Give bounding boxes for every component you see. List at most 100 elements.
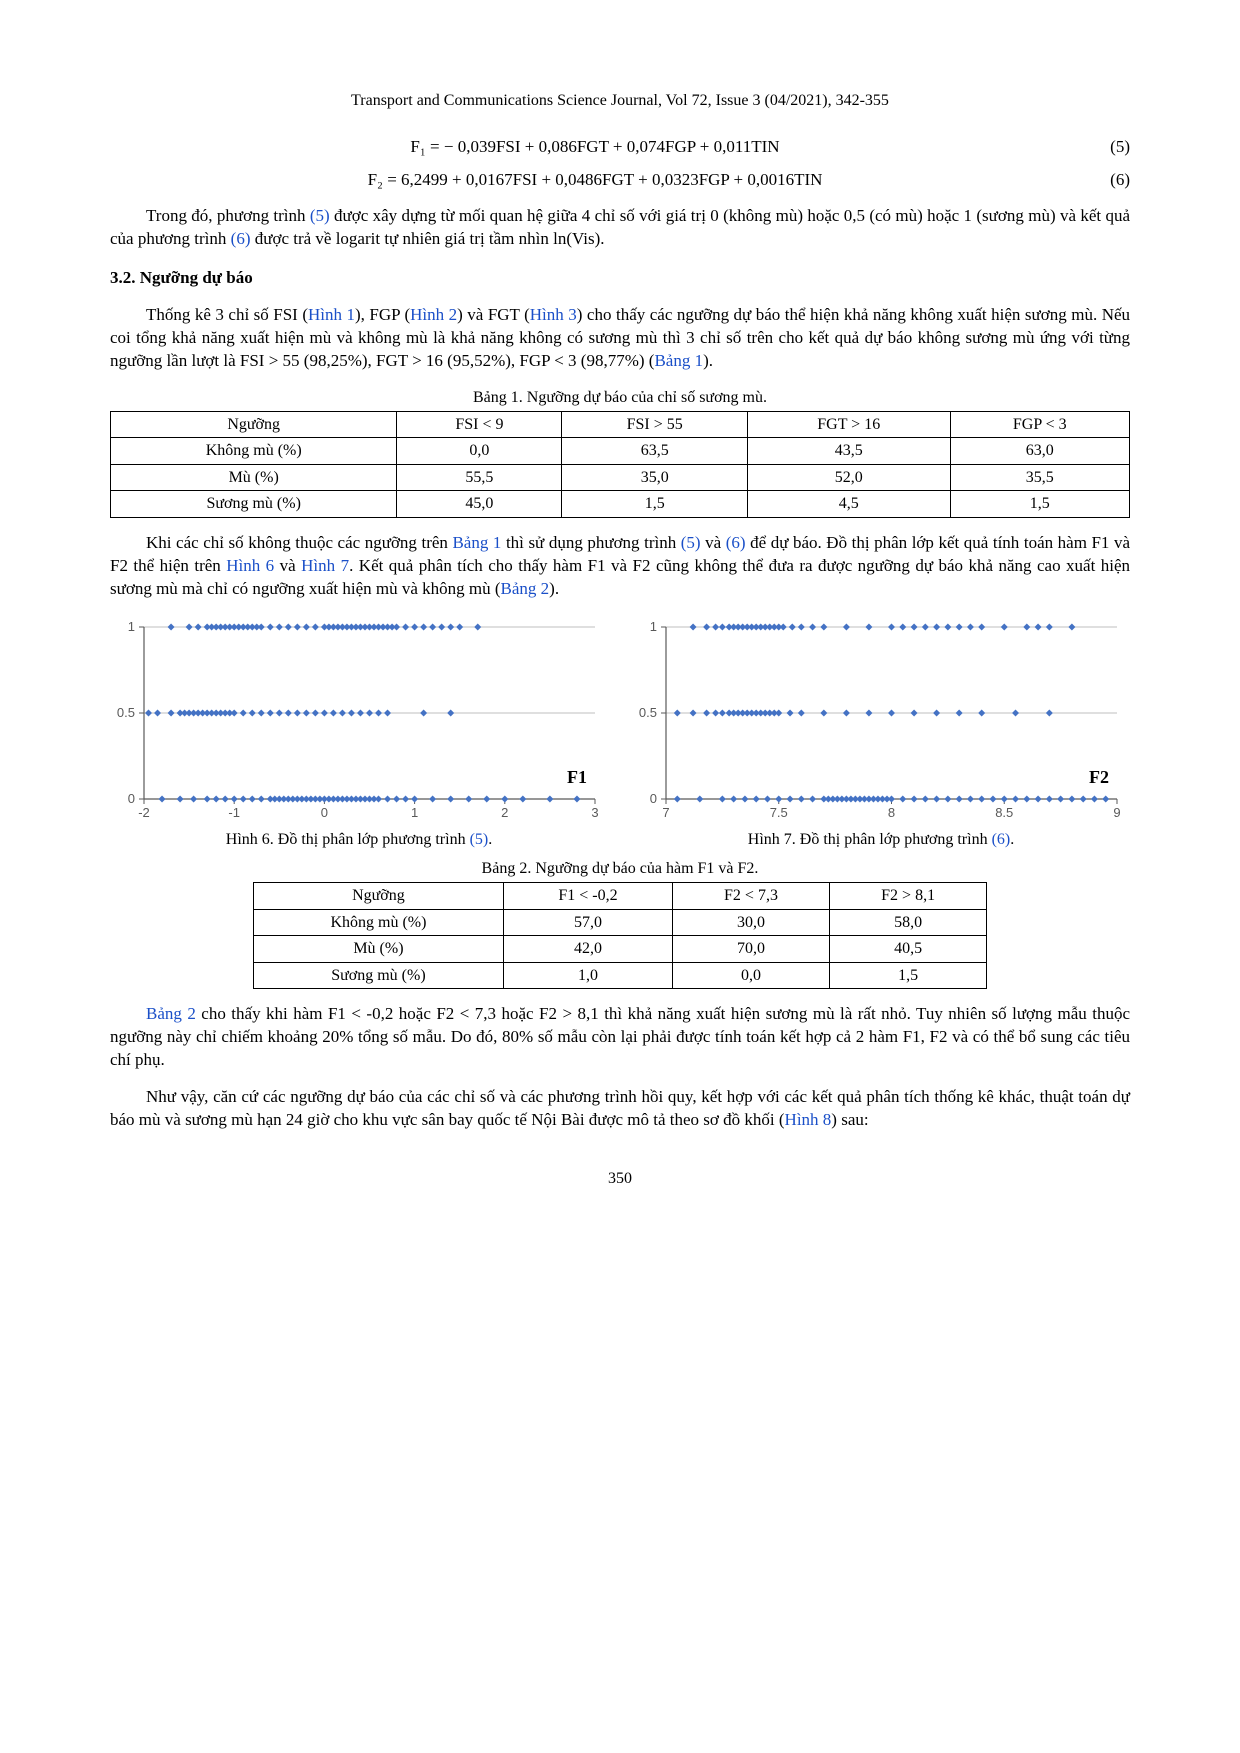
table-cell: 63,0 [950, 438, 1129, 465]
table-row: Sương mù (%) 1,0 0,0 1,5 [253, 962, 986, 989]
table-cell: 40,5 [830, 936, 987, 963]
table-cell: FGT > 16 [747, 411, 950, 438]
equation-5: F₁ = − 0,039FSI + 0,086FGT + 0,074FGP + … [110, 136, 1130, 159]
table-row: Ngưỡng F1 < -0,2 F2 < 7,3 F2 > 8,1 [253, 883, 986, 910]
table1: Ngưỡng FSI < 9 FSI > 55 FGT > 16 FGP < 3… [110, 411, 1130, 518]
chart-f1-svg: -2 -1 0 1 2 3 0 0.5 1 F1 [110, 615, 605, 825]
table-cell: 35,5 [950, 464, 1129, 491]
chart-f2-caption: Hình 7. Đồ thị phân lớp phương trình (6)… [632, 829, 1130, 851]
table-row: Ngưỡng FSI < 9 FSI > 55 FGT > 16 FGP < 3 [111, 411, 1130, 438]
svg-text:9: 9 [1113, 805, 1120, 820]
table-row: Mù (%) 42,0 70,0 40,5 [253, 936, 986, 963]
ref-table1b[interactable]: Bảng 1 [452, 533, 501, 552]
equation-6-number: (6) [1080, 169, 1130, 192]
table-cell: 0,0 [672, 962, 829, 989]
table-cell: Không mù (%) [253, 909, 503, 936]
journal-header: Transport and Communications Science Jou… [110, 90, 1130, 112]
svg-text:7: 7 [662, 805, 669, 820]
ref-eq6b[interactable]: (6) [726, 533, 746, 552]
paragraph-4: Bảng 2 cho thấy khi hàm F1 < -0,2 hoặc F… [110, 1003, 1130, 1072]
table-row: Không mù (%) 57,0 30,0 58,0 [253, 909, 986, 936]
charts-row: -2 -1 0 1 2 3 0 0.5 1 F1 Hình 6. Đồ thị phân lớp … [110, 615, 1130, 851]
equation-6: F₂ = 6,2499 + 0,0167FSI + 0,0486FGT + 0,… [110, 169, 1130, 192]
svg-text:-1: -1 [228, 805, 240, 820]
table-cell: 1,5 [830, 962, 987, 989]
table-cell: 45,0 [397, 491, 562, 518]
paragraph-5: Như vậy, căn cứ các ngưỡng dự báo của cá… [110, 1086, 1130, 1132]
table-cell: Ngưỡng [111, 411, 397, 438]
table-cell: FSI < 9 [397, 411, 562, 438]
ref-eq5b[interactable]: (5) [681, 533, 701, 552]
ref-fig8[interactable]: Hình 8 [785, 1110, 832, 1129]
svg-text:1: 1 [411, 805, 418, 820]
table-cell: 58,0 [830, 909, 987, 936]
table-cell: Mù (%) [111, 464, 397, 491]
table-cell: 57,0 [504, 909, 673, 936]
table-cell: 70,0 [672, 936, 829, 963]
table-row: Sương mù (%) 45,0 1,5 4,5 1,5 [111, 491, 1130, 518]
table-cell: 1,0 [504, 962, 673, 989]
paragraph-1: Trong đó, phương trình (5) được xây dựng… [110, 205, 1130, 251]
ref-table2[interactable]: Bảng 2 [501, 579, 550, 598]
chart-f1-caption: Hình 6. Đồ thị phân lớp phương trình (5)… [110, 829, 608, 851]
table-cell: Mù (%) [253, 936, 503, 963]
ref-table1[interactable]: Bảng 1 [654, 351, 703, 370]
table-cell: 1,5 [562, 491, 747, 518]
paragraph-2: Thống kê 3 chỉ số FSI (Hình 1), FGP (Hìn… [110, 304, 1130, 373]
equation-5-number: (5) [1080, 136, 1130, 159]
table-row: Không mù (%) 0,0 63,5 43,5 63,0 [111, 438, 1130, 465]
chart-f2-svg: 7 7.5 8 8.5 9 0 0.5 1 F2 [632, 615, 1127, 825]
svg-text:0.5: 0.5 [117, 705, 135, 720]
table-cell: F1 < -0,2 [504, 883, 673, 910]
svg-text:8.5: 8.5 [995, 805, 1013, 820]
equation-5-formula: F₁ = − 0,039FSI + 0,086FGT + 0,074FGP + … [110, 136, 1080, 159]
table-cell: 30,0 [672, 909, 829, 936]
ref-table2b[interactable]: Bảng 2 [146, 1004, 196, 1023]
svg-text:2: 2 [501, 805, 508, 820]
ref-fig1[interactable]: Hình 1 [308, 305, 355, 324]
table-cell: 42,0 [504, 936, 673, 963]
table-cell: Không mù (%) [111, 438, 397, 465]
ref-eq6[interactable]: (6) [231, 229, 251, 248]
svg-text:3: 3 [591, 805, 598, 820]
equation-6-formula: F₂ = 6,2499 + 0,0167FSI + 0,0486FGT + 0,… [110, 169, 1080, 192]
table-cell: Sương mù (%) [111, 491, 397, 518]
svg-text:8: 8 [888, 805, 895, 820]
svg-text:1: 1 [128, 619, 135, 634]
svg-text:0.5: 0.5 [639, 705, 657, 720]
table-cell: 55,5 [397, 464, 562, 491]
svg-text:0: 0 [321, 805, 328, 820]
table-cell: FGP < 3 [950, 411, 1129, 438]
table1-caption: Bảng 1. Ngưỡng dự báo của chỉ số sương m… [110, 387, 1130, 409]
table-cell: 35,0 [562, 464, 747, 491]
table-cell: Ngưỡng [253, 883, 503, 910]
table-cell: FSI > 55 [562, 411, 747, 438]
svg-text:7.5: 7.5 [770, 805, 788, 820]
chart-f2: 7 7.5 8 8.5 9 0 0.5 1 F2 Hình 7. Đồ thị phân lớp… [632, 615, 1130, 851]
ref-fig7[interactable]: Hình 7 [301, 556, 349, 575]
page-number: 350 [110, 1168, 1130, 1190]
svg-text:F2: F2 [1089, 767, 1109, 787]
ref-eq5c[interactable]: (5) [470, 831, 489, 848]
svg-text:0: 0 [650, 791, 657, 806]
svg-text:-2: -2 [138, 805, 150, 820]
table-cell: 63,5 [562, 438, 747, 465]
ref-eq6c[interactable]: (6) [992, 831, 1011, 848]
table-cell: F2 < 7,3 [672, 883, 829, 910]
table-cell: 43,5 [747, 438, 950, 465]
table-cell: 0,0 [397, 438, 562, 465]
table-row: Mù (%) 55,5 35,0 52,0 35,5 [111, 464, 1130, 491]
table-cell: F2 > 8,1 [830, 883, 987, 910]
svg-text:1: 1 [650, 619, 657, 634]
table-cell: 52,0 [747, 464, 950, 491]
table-cell: 4,5 [747, 491, 950, 518]
chart-f1: -2 -1 0 1 2 3 0 0.5 1 F1 Hình 6. Đồ thị phân lớp … [110, 615, 608, 851]
section-3-2-title: 3.2. Ngưỡng dự báo [110, 267, 1130, 290]
ref-fig2[interactable]: Hình 2 [410, 305, 457, 324]
ref-fig3[interactable]: Hình 3 [530, 305, 577, 324]
svg-text:F1: F1 [567, 767, 587, 787]
ref-eq5[interactable]: (5) [310, 206, 330, 225]
table-cell: 1,5 [950, 491, 1129, 518]
svg-text:0: 0 [128, 791, 135, 806]
ref-fig6[interactable]: Hình 6 [226, 556, 274, 575]
